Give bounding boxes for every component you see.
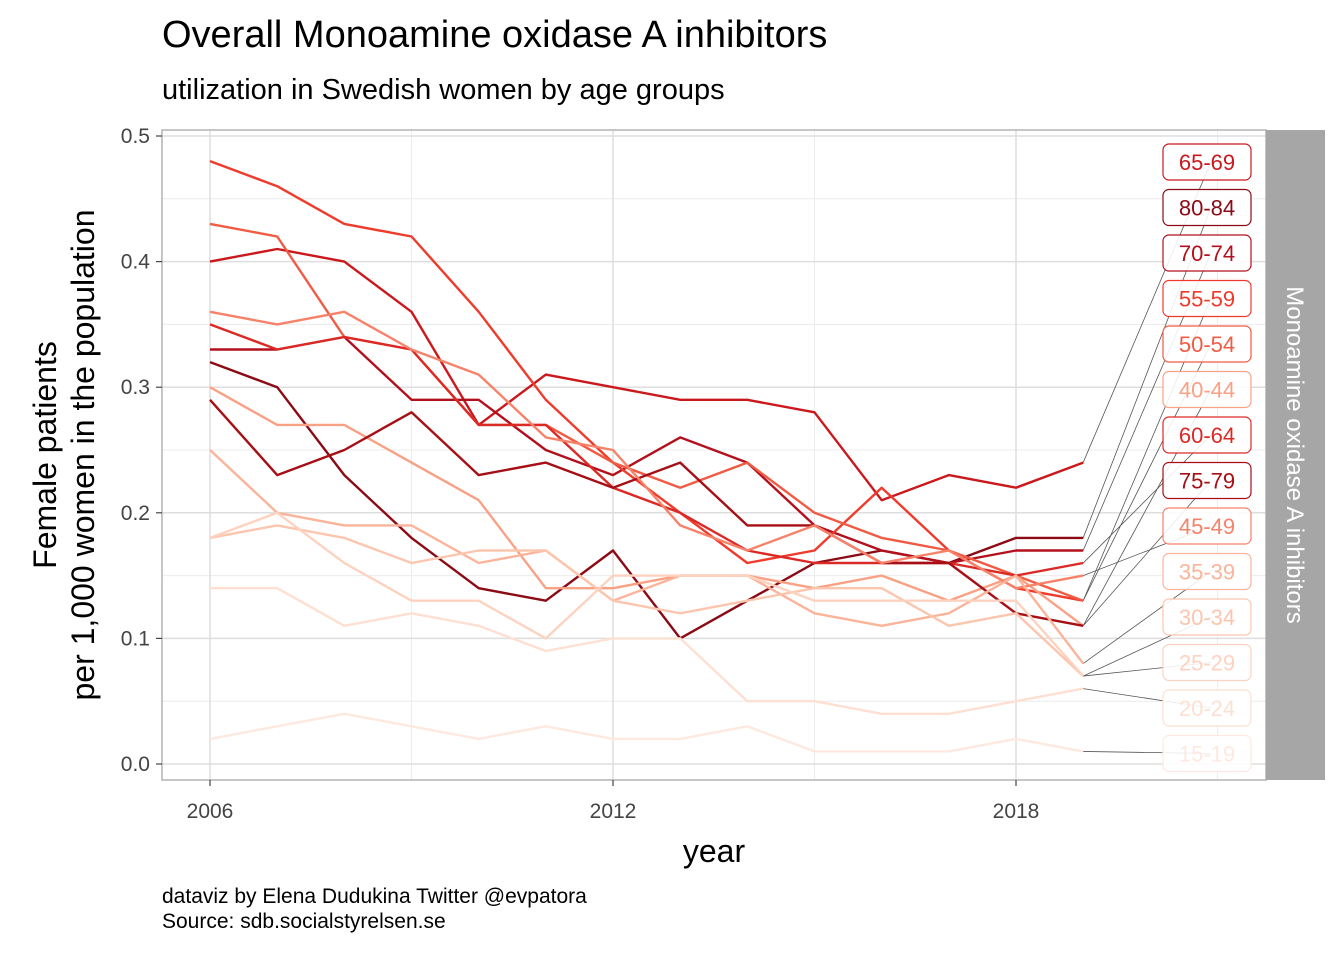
series-label-65-69: 65-69	[1179, 150, 1235, 175]
series-label-15-19: 15-19	[1179, 742, 1235, 767]
label-connector-75-79	[1082, 480, 1212, 627]
label-box-35-39	[1162, 552, 1252, 591]
series-line-45-49	[209, 310, 1084, 590]
series-label-45-49: 45-49	[1179, 514, 1235, 539]
label-box-65-69	[1162, 143, 1252, 181]
series-lines	[209, 159, 1085, 753]
label-box-50-54	[1162, 325, 1252, 363]
y-tick-label: 0.5	[121, 125, 150, 148]
label-box-60-64	[1162, 416, 1252, 454]
y-axis-title-line2: per 1,000 women in the population	[65, 209, 101, 700]
y-tick-label: 0.0	[121, 753, 150, 776]
series-line-50-54	[209, 222, 1084, 602]
x-tick-label: 2012	[590, 800, 637, 823]
y-tick-label: 0.4	[121, 251, 151, 274]
series-label-35-39: 35-39	[1179, 560, 1235, 585]
label-box-20-24	[1162, 689, 1252, 727]
label-box-15-19	[1162, 734, 1252, 773]
series-line-70-74	[210, 335, 1084, 565]
series-label-75-79: 75-79	[1179, 469, 1235, 494]
y-tick-label: 0.3	[121, 376, 150, 399]
series-label-50-54: 50-54	[1179, 332, 1235, 357]
series-line-55-59	[209, 159, 1084, 602]
series-label-70-74: 70-74	[1179, 241, 1235, 266]
series-line-15-19	[209, 712, 1084, 753]
chart-title: Overall Monoamine oxidase A inhibitors	[162, 14, 828, 56]
series-label-20-24: 20-24	[1179, 696, 1235, 721]
series-label-80-84: 80-84	[1179, 196, 1235, 221]
series-line-35-39	[209, 449, 1085, 665]
y-tick-label: 0.2	[121, 502, 150, 525]
facet-strip	[1266, 130, 1325, 780]
axes: 0.0 0.1 0.2 0.3 0.4 0.5 2006 2012 2018	[121, 125, 1040, 823]
label-box-70-74	[1162, 234, 1252, 272]
series-line-65-69	[209, 247, 1084, 502]
x-axis-title: year	[683, 833, 746, 869]
series-label-30-34: 30-34	[1179, 605, 1235, 630]
series-line-25-29	[209, 511, 1085, 677]
label-box-25-29	[1162, 643, 1252, 682]
series-label-25-29: 25-29	[1179, 651, 1235, 676]
label-box-80-84	[1162, 188, 1252, 227]
label-box-40-44	[1162, 370, 1252, 409]
series-label-60-64: 60-64	[1179, 423, 1235, 448]
x-tick-label: 2018	[993, 800, 1040, 823]
caption: dataviz by Elena Dudukina Twitter @evpat…	[162, 884, 587, 934]
series-line-75-79	[209, 399, 1084, 627]
x-tick-label: 2006	[187, 800, 234, 823]
label-box-75-79	[1162, 461, 1252, 500]
caption-source: Source: sdb.socialstyrelsen.se	[162, 910, 446, 933]
label-connector-60-64	[1082, 434, 1212, 564]
y-tick-label: 0.1	[121, 627, 150, 650]
series-line-40-44	[209, 386, 1084, 627]
facet-strip-label: Monoamine oxidase A inhibitors	[1281, 286, 1308, 624]
series-line-20-24	[210, 587, 1084, 715]
chart-subtitle: utilization in Swedish women by age grou…	[162, 74, 725, 106]
label-box-45-49	[1162, 507, 1252, 545]
label-box-55-59	[1162, 279, 1252, 318]
series-label-55-59: 55-59	[1179, 287, 1235, 312]
series-label-40-44: 40-44	[1179, 378, 1235, 403]
label-box-30-34	[1162, 598, 1252, 636]
caption-credit: dataviz by Elena Dudukina Twitter @evpat…	[162, 885, 587, 908]
series-labels: 65-69 80-84 70-74 55-59 50-54 40-44 60-64 75-79…	[1162, 143, 1252, 773]
y-axis-title-line1: Female patients	[27, 341, 63, 569]
series-line-30-34	[209, 524, 1085, 677]
